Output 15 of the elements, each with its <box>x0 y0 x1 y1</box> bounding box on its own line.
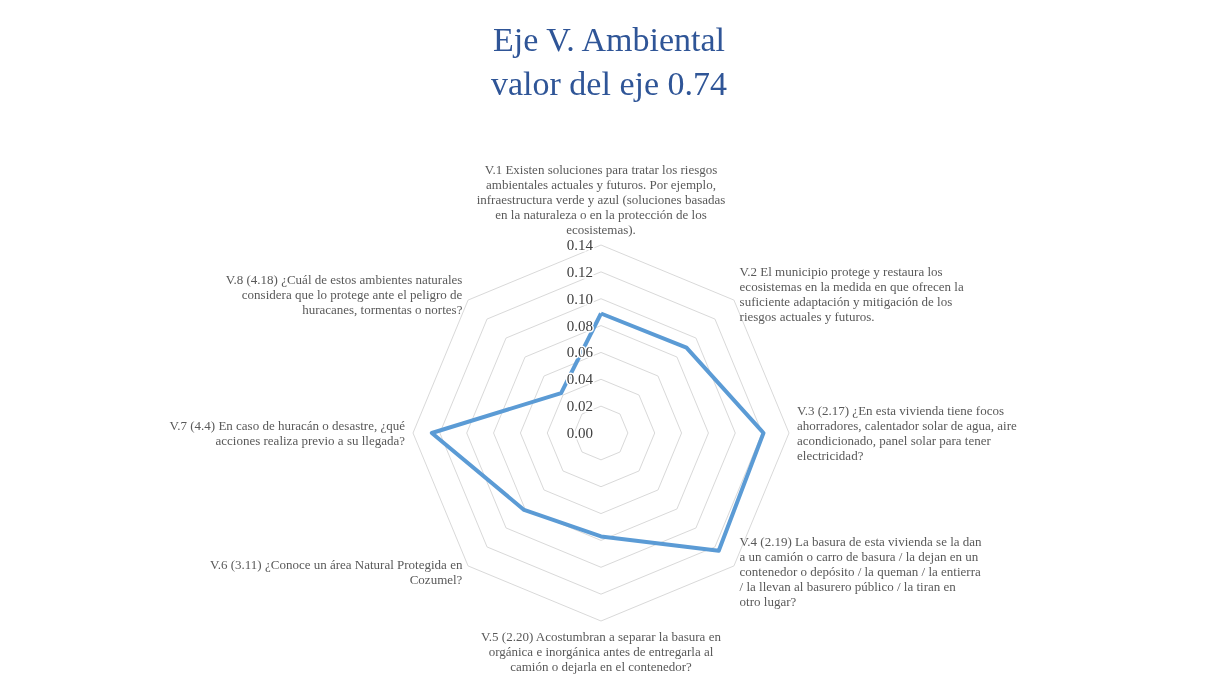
spoke-label: V.1 Existen soluciones para tratar los riesgos ambientales actuales y futuros. Por ejemplo, infraestructura verde y azul (soluciones basadas en la naturaleza o en la protección de los ecosistemas). <box>476 162 726 237</box>
y-tick-label: 0.12 <box>566 263 593 280</box>
y-tick-label: 0.14 <box>566 237 594 253</box>
y-tick-label: 0.10 <box>566 290 593 307</box>
spoke-label: V.3 (2.17) ¿En esta vivienda tiene focos ahorradores, calentador solar de agua, aire acondicionado, panel solar para tener electricidad? <box>797 403 1018 463</box>
y-tick-label: 0.02 <box>566 398 593 415</box>
spoke-label: V.6 (3.11) ¿Conoce un área Natural Protegida en Cozumel? <box>210 556 463 587</box>
spoke-label: V.2 El municipio protege y restaura los ecosistemas en la medida en que ofrecen la suficiente adaptación y mitigación de los riesgos actuales y futuros. <box>739 264 964 325</box>
spoke-label: V.5 (2.20) Acostumbran a separar la basura en orgánica e inorgánica antes de entregarla al camión o dejarla en el contenedor? <box>481 629 722 674</box>
chart-title: Eje V. Ambiental valor del eje 0.74 <box>490 20 728 102</box>
spoke-label: V.4 (2.19) La basura de esta vivienda se la dan a un camión o carro de basura / la dejan en un contenedor o depósito / la queman / la entierra / la llevan al basurero público / la tiran en otro lugar? <box>739 534 983 610</box>
spoke-label: V.7 (4.4) En caso de huracán o desastre, ¿qué acciones realiza previo a su llegada? <box>169 418 406 448</box>
y-tick-label: 0.00 <box>566 425 593 441</box>
spoke-label: V.8 (4.18) ¿Cuál de estos ambientes naturales considera que lo protege ante el peligro de huracanes, tormentas o nortes? <box>225 271 463 317</box>
y-tick-label: 0.08 <box>566 317 593 334</box>
